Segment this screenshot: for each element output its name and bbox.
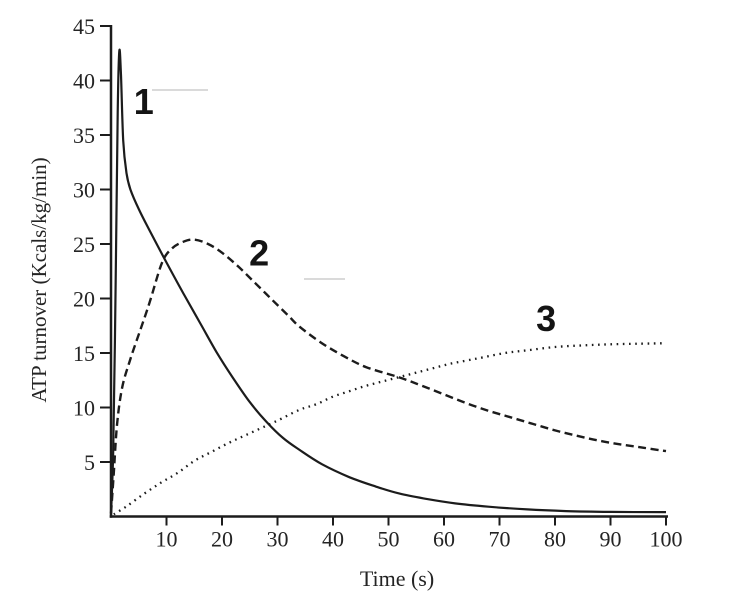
x-tick-label: 20: [211, 527, 233, 552]
y-tick-label: 30: [73, 178, 95, 203]
x-tick-label: 30: [267, 527, 289, 552]
y-axis-ticks: 5 10 15 20 25 30 35 40 45: [73, 14, 111, 475]
y-tick-label: 10: [73, 396, 95, 421]
y-tick-label: 40: [73, 69, 95, 94]
x-tick-label: 10: [156, 527, 178, 552]
curve-2-label: 2: [249, 233, 269, 274]
curves: [109, 48, 667, 516]
x-tick-label: 80: [544, 527, 566, 552]
x-axis-title: Time (s): [360, 566, 434, 591]
curve-1-label: 1: [134, 81, 154, 122]
curve-2-dashed: [109, 238, 667, 514]
y-tick-label: 5: [84, 450, 95, 475]
axes: [109, 25, 668, 518]
x-tick-label: 60: [433, 527, 455, 552]
x-axis-ticks: 10 20 30 40 50 60 70 80 90 100: [156, 516, 683, 552]
y-tick-label: 15: [73, 341, 95, 366]
y-tick-label: 25: [73, 232, 95, 257]
y-tick-label: 20: [73, 287, 95, 312]
y-axis-title: ATP turnover (Kcals/kg/min): [27, 157, 51, 402]
curve-3-label: 3: [536, 298, 556, 339]
x-tick-label: 70: [489, 527, 511, 552]
x-tick-label: 50: [378, 527, 400, 552]
x-tick-label: 90: [600, 527, 622, 552]
curve-1-solid: [109, 48, 667, 515]
x-tick-label: 100: [650, 527, 683, 552]
x-tick-label: 40: [322, 527, 344, 552]
curve-3-dotted: [113, 342, 667, 516]
y-tick-label: 35: [73, 123, 95, 148]
y-tick-label: 45: [73, 14, 95, 39]
